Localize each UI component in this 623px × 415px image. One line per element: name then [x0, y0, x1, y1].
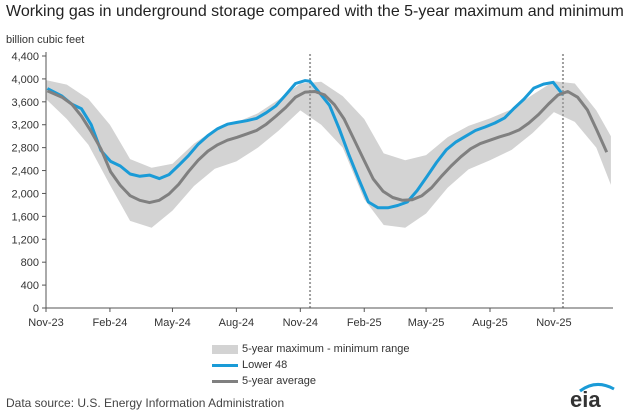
x-tick-label-1: Feb-24	[92, 317, 127, 329]
eia-logo: eia	[570, 383, 615, 410]
x-tick-label-5: Feb-25	[347, 317, 382, 329]
x-tick-label-3: Aug-24	[219, 317, 254, 329]
legend-label-average: 5-year average	[242, 375, 316, 387]
series-line-average	[46, 89, 609, 205]
legend: 5-year maximum - minimum range Lower 48 …	[212, 341, 409, 389]
y-tick-label-1: 400	[21, 280, 39, 292]
legend-swatch-range	[212, 344, 238, 354]
legend-label-lower48: Lower 48	[242, 359, 288, 371]
range-band	[46, 80, 611, 228]
storage-chart: 0 400 800 1,200 1,600 2,000 2,400 2,800 3,200 3,6…	[11, 51, 613, 329]
x-tick-label-6: May-25	[408, 317, 445, 329]
legend-label-range: 5-year maximum - minimum range	[242, 343, 410, 355]
y-tick-label-2: 800	[21, 257, 39, 269]
x-tick-label-0: Nov-23	[28, 317, 63, 329]
y-tick-label-11: 4,400	[11, 51, 39, 63]
y-axis-label: billion cubic feet	[6, 34, 85, 46]
y-tick-label-6: 2,400	[11, 166, 39, 178]
logo-text: eia	[570, 387, 601, 410]
series-line-lower48	[46, 79, 565, 210]
x-tick-label-2: May-24	[154, 317, 191, 329]
y-tick-label-7: 2,800	[11, 143, 39, 155]
x-tick-label-8: Nov-25	[536, 317, 571, 329]
logo-arc-icon	[579, 383, 615, 393]
data-source: Data source: U.S. Energy Information Adm…	[6, 396, 285, 410]
y-tick-label-3: 1,200	[11, 234, 39, 246]
y-tick-label-8: 3,200	[11, 120, 39, 132]
legend-swatch-average	[212, 379, 238, 383]
y-tick-label-5: 2,000	[11, 188, 39, 200]
x-tick-label-7: Aug-25	[472, 317, 507, 329]
y-tick-label-0: 0	[33, 303, 39, 315]
legend-item-lower48: Lower 48	[212, 357, 409, 373]
y-tick-label-10: 4,000	[11, 74, 39, 86]
y-tick-label-4: 1,600	[11, 211, 39, 223]
chart-title: Working gas in underground storage compa…	[6, 3, 623, 20]
legend-item-range: 5-year maximum - minimum range	[212, 341, 409, 357]
legend-swatch-lower48	[212, 363, 238, 367]
x-tick-label-4: Nov-24	[283, 317, 318, 329]
legend-item-average: 5-year average	[212, 373, 409, 389]
y-tick-label-9: 3,600	[11, 97, 39, 109]
